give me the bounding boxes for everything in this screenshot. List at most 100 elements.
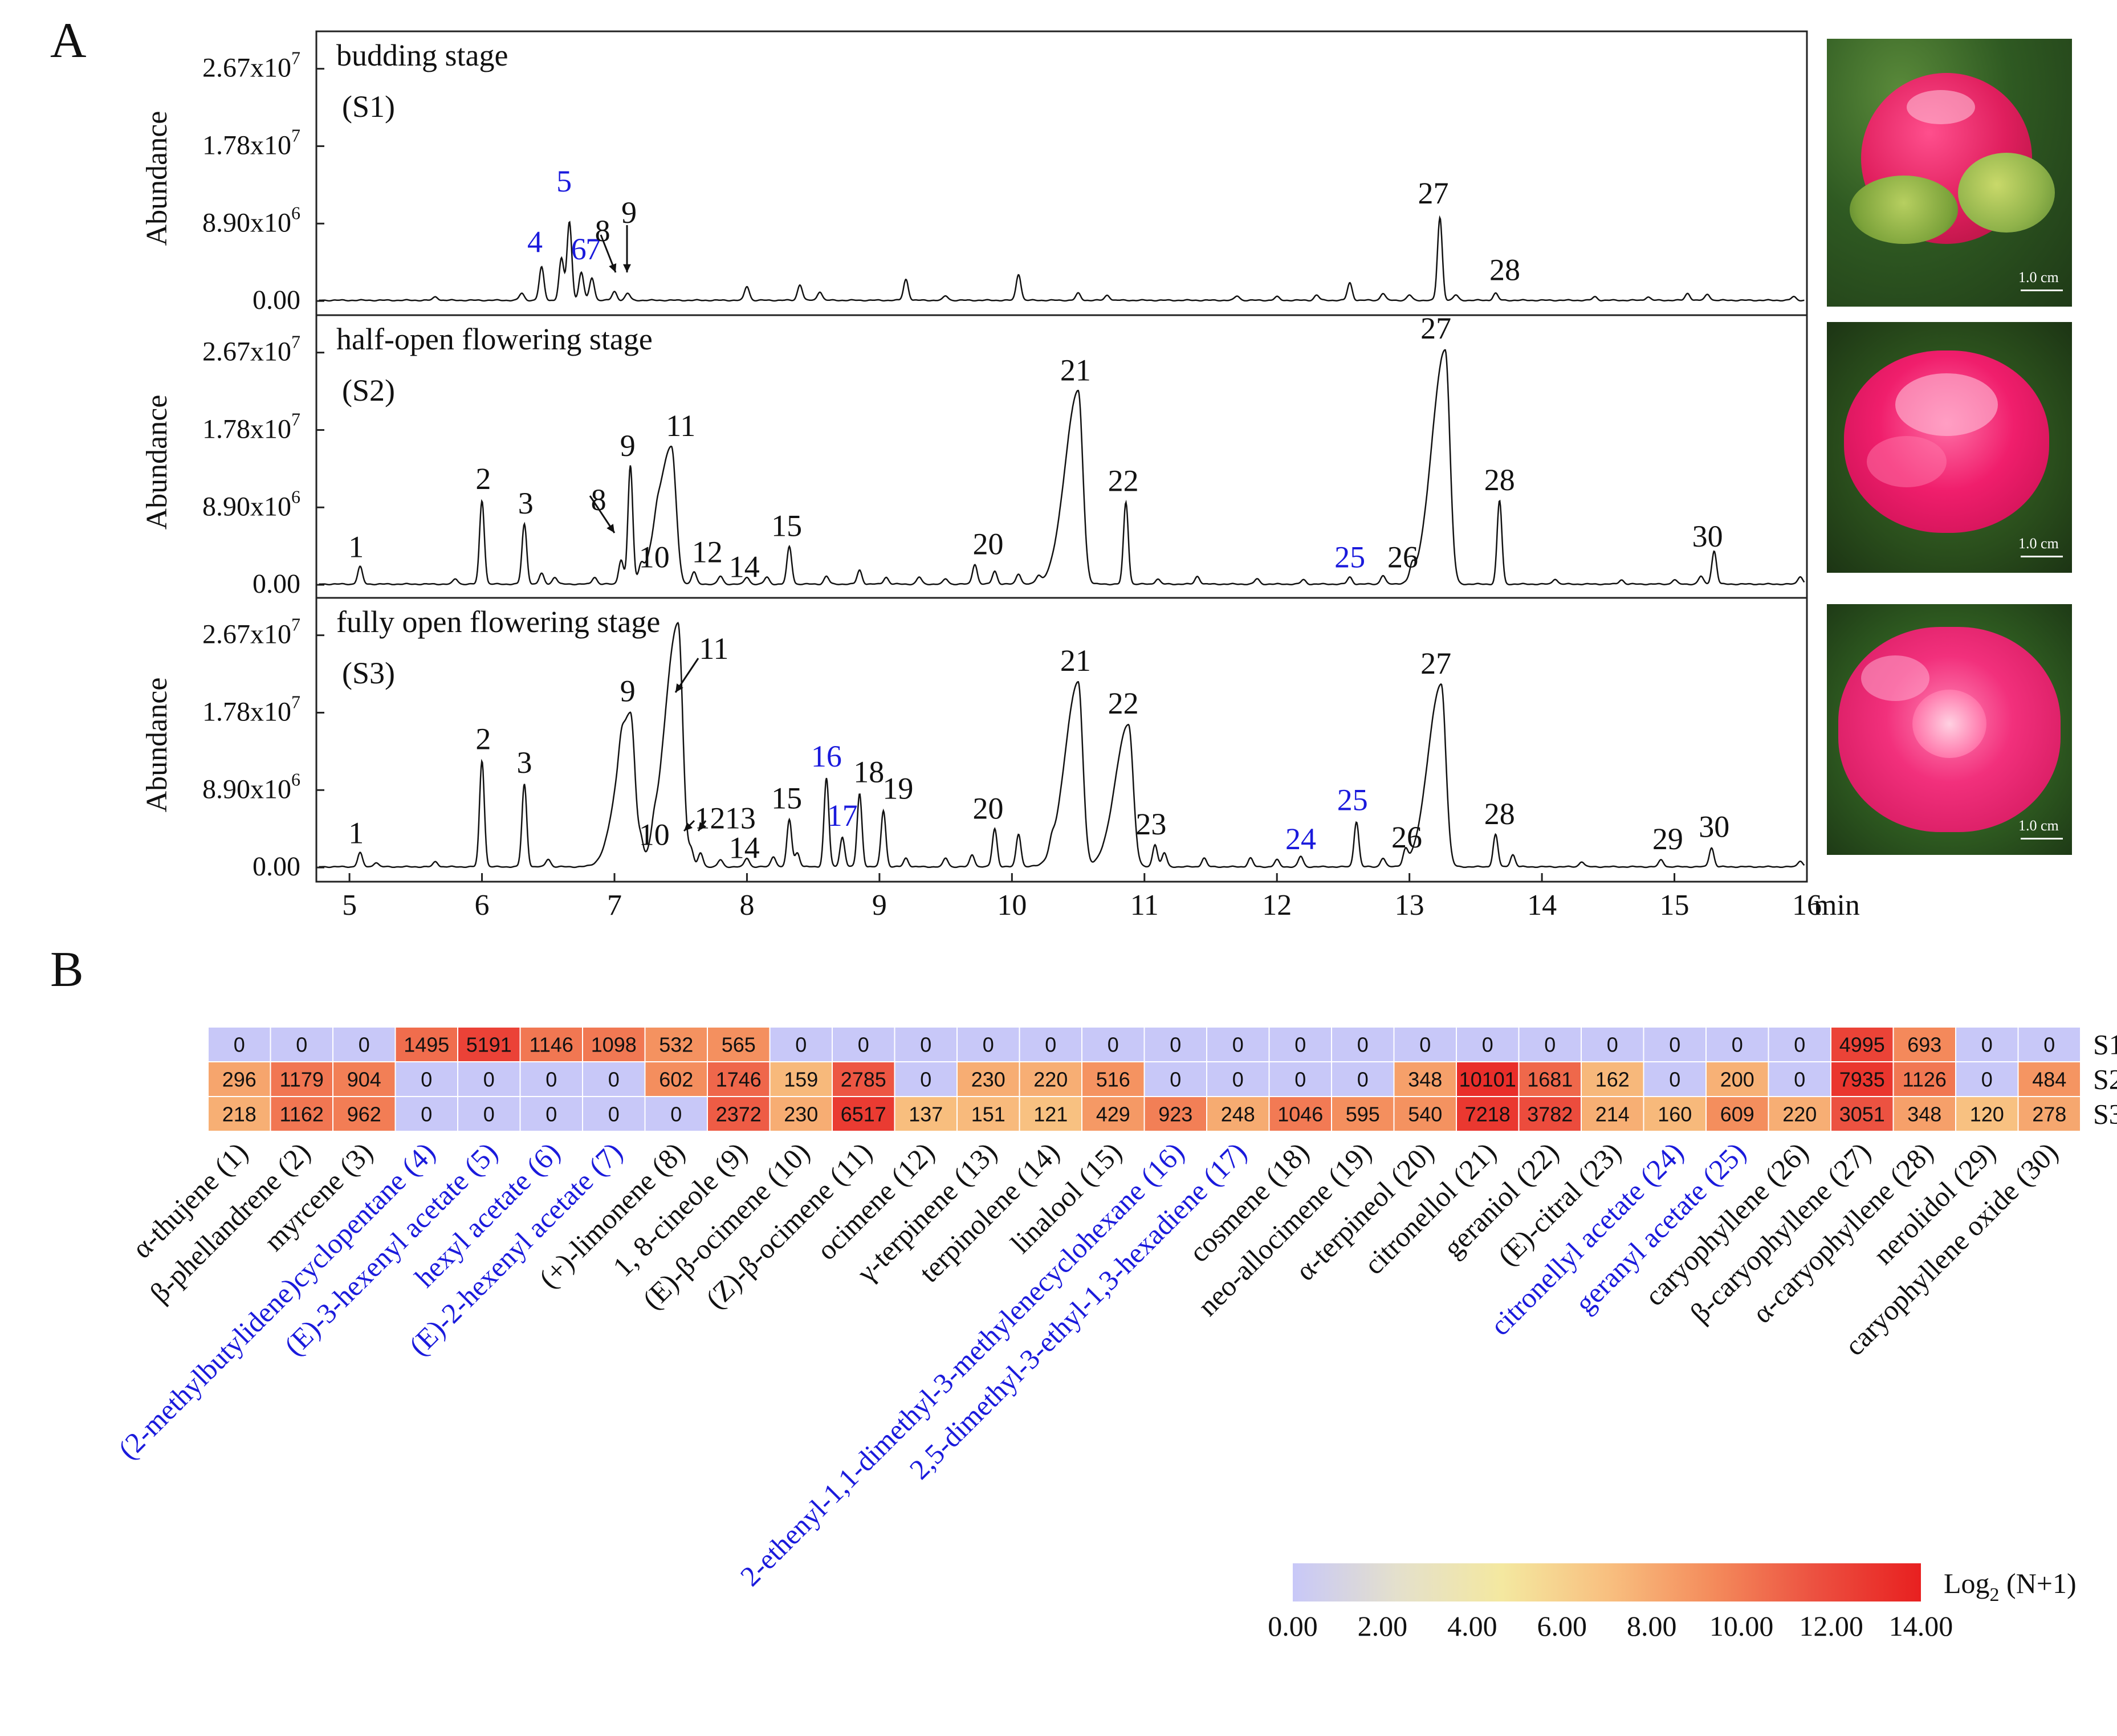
heatmap-cell: 532 — [644, 1026, 708, 1062]
heatmap-cell: 0 — [1768, 1061, 1831, 1097]
colorbar-tick-label: 10.00 — [1709, 1610, 1774, 1642]
heatmap-cell: 5191 — [457, 1026, 521, 1062]
heatmap-cell-value: 0 — [920, 1033, 931, 1057]
heatmap-cell: 3782 — [1518, 1096, 1582, 1132]
y-tick-base: 0.00 — [253, 285, 300, 315]
heatmap-cell-bg — [1768, 1026, 1831, 1062]
heatmap-cell: 693 — [1892, 1026, 1956, 1062]
peak-label: 26 — [1391, 820, 1422, 854]
heatmap-cell-bg — [1892, 1096, 1956, 1132]
peak-label: 20 — [972, 527, 1003, 561]
heatmap-cell-value: 0 — [2043, 1033, 2055, 1057]
heatmap-cell: 1179 — [270, 1061, 333, 1097]
petal-highlight — [1895, 373, 1998, 436]
heatmap-cell: 7935 — [1830, 1061, 1894, 1097]
heatmap-cell-bg — [1955, 1026, 2019, 1062]
column-compound-number: (11) — [823, 1136, 878, 1191]
y-tick-exponent: 7 — [291, 614, 300, 635]
heatmap-cell: 348 — [1393, 1061, 1457, 1097]
heatmap-cell: 0 — [1206, 1026, 1270, 1062]
heatmap-cell: 0 — [1518, 1026, 1582, 1062]
peak-label: 16 — [811, 739, 842, 773]
heatmap-cell-value: 0 — [1794, 1033, 1805, 1057]
y-tick-label: 2.67x107 — [202, 48, 300, 83]
heatmap-cell-value: 532 — [659, 1033, 693, 1057]
heatmap-cell-value: 248 — [1221, 1103, 1255, 1126]
heatmap-cell-value: 0 — [1108, 1033, 1119, 1057]
peak-label: 17 — [827, 798, 858, 833]
heatmap-cell: 0 — [1206, 1061, 1270, 1097]
peak-label: 6 — [571, 232, 587, 266]
column-compound-number: (1) — [208, 1136, 254, 1182]
column-compound-number: (5) — [458, 1136, 504, 1182]
heatmap-cell: 0 — [1393, 1026, 1457, 1062]
heatmap-cell-value: 348 — [1907, 1103, 1941, 1126]
heatmap-cell-value: 2372 — [716, 1103, 762, 1126]
y-tick-base: 0.00 — [253, 851, 300, 882]
heatmap-cell: 0 — [1081, 1026, 1145, 1062]
peak-label: 21 — [1060, 353, 1091, 387]
heatmap-cell-bg — [1393, 1096, 1457, 1132]
heatmap-cell-value: 904 — [347, 1068, 381, 1091]
y-tick-base: 1.78x10 — [202, 414, 291, 444]
heatmap-cell-value: 137 — [909, 1103, 943, 1126]
heatmap-cell-value: 0 — [670, 1103, 682, 1126]
heatmap-cell-value: 0 — [1232, 1033, 1244, 1057]
heatmap-cell: 200 — [1705, 1061, 1769, 1097]
peak-label: 23 — [1135, 807, 1166, 841]
heatmap-cell-bg — [1705, 1026, 1769, 1062]
heatmap-cell-value: 3051 — [1839, 1103, 1885, 1126]
peak-label: 28 — [1489, 252, 1520, 287]
heatmap-cell: 278 — [2017, 1096, 2081, 1132]
heatmap-cell-value: 0 — [920, 1068, 931, 1091]
heatmap-cell: 609 — [1705, 1096, 1769, 1132]
heatmap-cell: 1126 — [1892, 1061, 1956, 1097]
heatmap-cell: 0 — [894, 1061, 958, 1097]
y-tick-exponent: 7 — [291, 409, 300, 429]
heatmap-cell: 0 — [769, 1026, 833, 1062]
heatmap-cell-bg — [2017, 1061, 2081, 1097]
heatmap-cell-bg — [894, 1061, 958, 1097]
heatmap-cell-bg — [207, 1061, 271, 1097]
peak-label: 14 — [729, 549, 760, 584]
heatmap-cell-value: 200 — [1720, 1068, 1754, 1091]
heatmap-cell-bg — [1081, 1061, 1145, 1097]
heatmap-cell-value: 0 — [1669, 1033, 1680, 1057]
heatmap-cell-bg — [707, 1096, 771, 1132]
heatmap-cell: 0 — [1643, 1061, 1707, 1097]
peak-label: 3 — [518, 486, 534, 520]
heatmap-cell: 10101 — [1456, 1061, 1520, 1097]
heatmap-cell-value: 1179 — [280, 1068, 324, 1091]
heatmap-cell-bg — [894, 1026, 958, 1062]
heatmap-cell-value: 0 — [1669, 1068, 1680, 1091]
heatmap-cell-bg — [1830, 1096, 1894, 1132]
heatmap-cell-value: 0 — [1794, 1068, 1805, 1091]
arrow-head — [606, 524, 614, 533]
panel-label-a: A — [50, 13, 87, 68]
heatmap-cell: 602 — [644, 1061, 708, 1097]
arrow-head — [623, 264, 631, 272]
colorbar-title-main: Log — [1944, 1567, 1990, 1599]
heatmap-cell-bg — [2017, 1096, 2081, 1132]
photo-half-open-stage: 1.0 cm — [1827, 322, 2072, 573]
peak-label: 14 — [729, 830, 760, 865]
heatmap-cell-bg — [1268, 1026, 1332, 1062]
annotation-arrow — [623, 225, 631, 272]
heatmap-cell-value: 565 — [722, 1033, 756, 1057]
heatmap-cell: 0 — [1643, 1026, 1707, 1062]
x-tick-label: 12 — [1262, 889, 1292, 922]
colorbar-title: Log2 (N+1) — [1944, 1567, 2077, 1605]
heatmap-cell-value: 220 — [1033, 1068, 1068, 1091]
heatmap-cell-bg — [1456, 1026, 1520, 1062]
heatmap-cell-bg — [394, 1096, 458, 1132]
heatmap-cell-bg — [956, 1026, 1020, 1062]
y-tick-label: 0.00 — [253, 851, 300, 882]
heatmap-cell-value: 0 — [421, 1068, 432, 1091]
bud-highlight — [1907, 90, 1975, 124]
chromatogram-panel-3: 0.008.90x1061.78x1072.67x107Abundanceful… — [141, 605, 1805, 882]
heatmap-cell: 151 — [956, 1096, 1020, 1132]
heatmap-cell-value: 1681 — [1527, 1068, 1573, 1091]
heatmap-cell-value: 516 — [1096, 1068, 1130, 1091]
peak-label: 20 — [972, 792, 1003, 826]
peak-label: 5 — [556, 164, 572, 198]
